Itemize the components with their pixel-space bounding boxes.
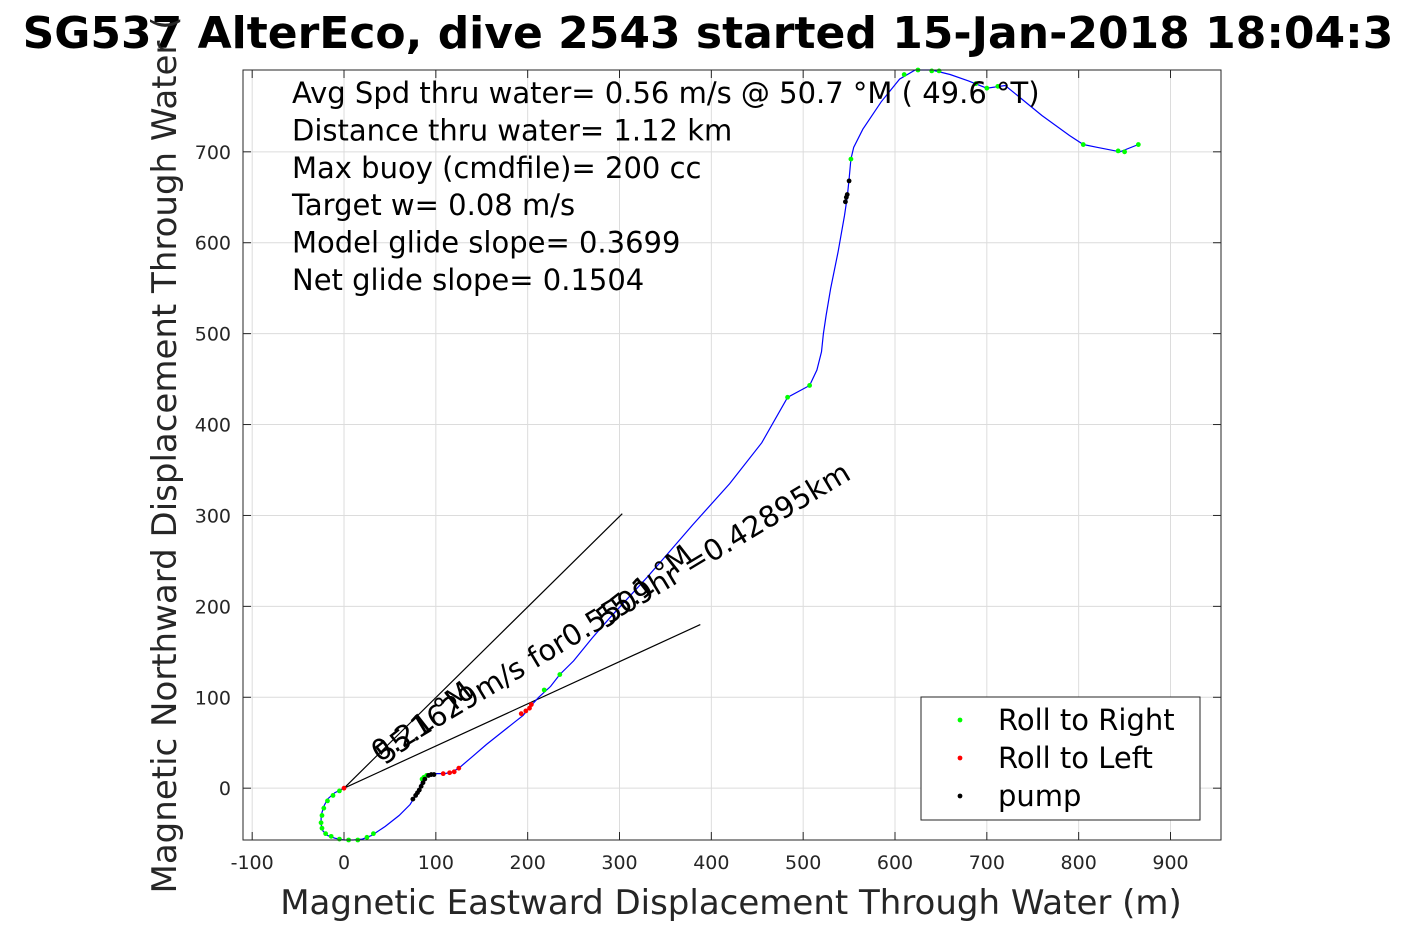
- y-tick-label: 100: [195, 687, 231, 709]
- point-roll-to-left: [456, 765, 462, 771]
- point-roll-to-right: [328, 833, 334, 839]
- x-tick-label: 600: [877, 852, 913, 874]
- y-tick-label: 300: [195, 505, 231, 527]
- x-tick-label: 0: [338, 852, 350, 874]
- x-tick-label: 900: [1152, 852, 1188, 874]
- stat-line: Model glide slope= 0.3699: [292, 226, 680, 260]
- y-tick-label: 0: [219, 778, 231, 800]
- stat-line: Avg Spd thru water= 0.56 m/s @ 50.7 °M (…: [292, 76, 1040, 110]
- point-pump: [846, 178, 852, 184]
- stat-line: Distance thru water= 1.12 km: [292, 113, 732, 147]
- point-roll-to-left: [341, 785, 347, 791]
- point-roll-to-right: [1115, 148, 1121, 154]
- x-tick-label: 800: [1061, 852, 1097, 874]
- point-roll-to-right: [984, 85, 990, 91]
- heading-line: [343, 513, 623, 789]
- point-roll-to-right: [995, 83, 1001, 89]
- point-roll-to-right: [785, 394, 790, 400]
- point-roll-to-right: [1080, 142, 1086, 147]
- legend-box: [920, 696, 1201, 821]
- stat-line: Max buoy (cmdfile)= 200 cc: [292, 151, 701, 185]
- point-pump: [410, 796, 416, 802]
- y-axis-label: Magnetic Northward Displacement Through …: [145, 17, 185, 894]
- point-roll-to-right: [330, 793, 336, 798]
- point-roll-to-right: [901, 72, 907, 77]
- plot-frame: [242, 69, 1222, 841]
- x-tick-label: 500: [785, 852, 821, 874]
- legend-marker: [957, 793, 963, 799]
- tick-layer: -100 0 100 200 300 400 500 600 700 800 900 0 100 200 3…: [195, 70, 1221, 874]
- point-roll-to-left: [518, 711, 524, 717]
- stat-line: Net glide slope= 0.1504: [292, 263, 644, 297]
- legend-label: Roll to Left: [998, 741, 1153, 775]
- point-roll-to-right: [1122, 149, 1127, 155]
- point-roll-to-left: [527, 705, 532, 711]
- y-tick-label: 400: [195, 415, 231, 437]
- heading-line: [343, 624, 701, 789]
- x-tick-label: 400: [693, 852, 729, 874]
- point-roll-to-right: [557, 672, 563, 677]
- point-roll-to-right: [807, 383, 812, 388]
- chart-title: SG537 AlterEco, dive 2543 started 15-Jan…: [23, 8, 1394, 59]
- point-roll-to-right: [541, 687, 547, 693]
- annotation-text: 0.21629m/s for0.5509hr =0.42895km: [365, 455, 856, 769]
- y-tick-label: 700: [195, 142, 231, 164]
- point-roll-to-right: [371, 831, 376, 837]
- point-roll-to-left: [447, 770, 453, 776]
- point-roll-to-left: [528, 702, 534, 707]
- legend-label: pump: [998, 779, 1081, 813]
- point-roll-to-right: [929, 68, 935, 74]
- stat-line: Target w= 0.08 m/s: [291, 188, 575, 222]
- point-roll-to-left: [440, 771, 446, 777]
- legend-label: Roll to Right: [998, 703, 1175, 737]
- point-roll-to-right: [848, 156, 854, 162]
- annotation-layer: 55.1 °M55.1 °M0.21629m/s for0.5509hr =0.…: [365, 455, 856, 771]
- legend: Roll to Right Roll to Left pump: [920, 696, 1201, 821]
- legend-marker: [957, 717, 963, 723]
- point-roll-to-right: [325, 798, 330, 804]
- x-tick-label: 100: [418, 852, 454, 874]
- stats-box: Avg Spd thru water= 0.56 m/s @ 50.7 °M (…: [291, 76, 1040, 297]
- point-pump: [416, 787, 422, 793]
- point-roll-to-right: [936, 68, 942, 74]
- x-tick-label: 300: [601, 852, 637, 874]
- point-roll-to-right: [318, 820, 324, 826]
- x-tick-label: 200: [510, 852, 546, 874]
- point-pump: [431, 772, 437, 777]
- point-pump: [843, 199, 848, 205]
- legend-marker: [957, 755, 963, 761]
- point-roll-to-right: [1135, 142, 1141, 147]
- y-tick-label: 500: [195, 324, 231, 346]
- x-tick-label: -100: [231, 852, 274, 874]
- point-roll-to-right: [973, 81, 979, 87]
- heading-lines: [343, 513, 701, 789]
- point-pump: [420, 780, 426, 786]
- point-pump: [844, 192, 850, 197]
- point-roll-to-right: [364, 834, 370, 840]
- y-tick-label: 200: [195, 596, 231, 618]
- x-tick-label: 700: [969, 852, 1005, 874]
- x-axis-label: Magnetic Eastward Displacement Through W…: [280, 883, 1182, 923]
- point-pump: [418, 783, 424, 789]
- point-roll-to-right: [319, 813, 325, 818]
- point-roll-to-right: [321, 805, 327, 811]
- point-roll-to-right: [323, 831, 329, 837]
- point-pump: [422, 776, 428, 782]
- point-roll-to-left: [451, 769, 457, 775]
- point-roll-to-right: [319, 825, 325, 831]
- y-tick-label: 600: [195, 233, 231, 255]
- point-roll-to-left: [523, 708, 529, 714]
- point-roll-to-right: [337, 836, 342, 842]
- point-roll-to-right: [337, 788, 342, 794]
